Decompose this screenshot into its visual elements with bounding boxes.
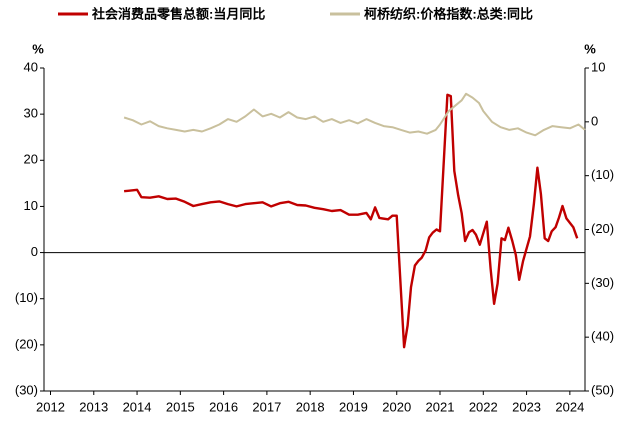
y-tick-label: 0 bbox=[31, 244, 38, 259]
x-tick-label: 2021 bbox=[426, 399, 455, 414]
series-line bbox=[123, 92, 586, 137]
y2-tick-label: (10) bbox=[591, 167, 614, 182]
x-tick-label: 2012 bbox=[36, 399, 65, 414]
y-tick-label: 30 bbox=[24, 106, 38, 121]
x-tick-label: 2016 bbox=[209, 399, 238, 414]
x-tick-label: 2020 bbox=[382, 399, 411, 414]
y2-tick-label: 10 bbox=[591, 59, 605, 74]
x-tick-label: 2019 bbox=[339, 399, 368, 414]
y-tick-label: (10) bbox=[15, 290, 38, 305]
y-tick-label: 10 bbox=[24, 198, 38, 213]
x-tick-label: 2017 bbox=[252, 399, 281, 414]
y2-tick-label: 0 bbox=[591, 113, 598, 128]
y-tick-label: (30) bbox=[15, 382, 38, 397]
x-tick-label: 2023 bbox=[512, 399, 541, 414]
y-tick-label: 40 bbox=[24, 59, 38, 74]
y2-tick-label: (20) bbox=[591, 221, 614, 236]
y-tick-label: (20) bbox=[15, 336, 38, 351]
y2-tick-label: (30) bbox=[591, 275, 614, 290]
y2-tick-label: (40) bbox=[591, 329, 614, 344]
y-tick-label: 20 bbox=[24, 152, 38, 167]
x-tick-label: 2022 bbox=[469, 399, 498, 414]
legend-label: 柯桥纺织:价格指数:总类:同比 bbox=[364, 6, 533, 21]
y2-axis-unit: % bbox=[584, 41, 596, 56]
series-line bbox=[123, 93, 579, 349]
legend-label: 社会消费品零售总额:当月同比 bbox=[91, 6, 265, 21]
y-axis-unit: % bbox=[32, 41, 44, 56]
y2-tick-label: (50) bbox=[591, 382, 614, 397]
x-tick-label: 2015 bbox=[166, 399, 195, 414]
x-tick-label: 2013 bbox=[79, 399, 108, 414]
x-tick-label: 2018 bbox=[296, 399, 325, 414]
x-tick-label: 2014 bbox=[123, 399, 152, 414]
x-tick-label: 2024 bbox=[555, 399, 584, 414]
